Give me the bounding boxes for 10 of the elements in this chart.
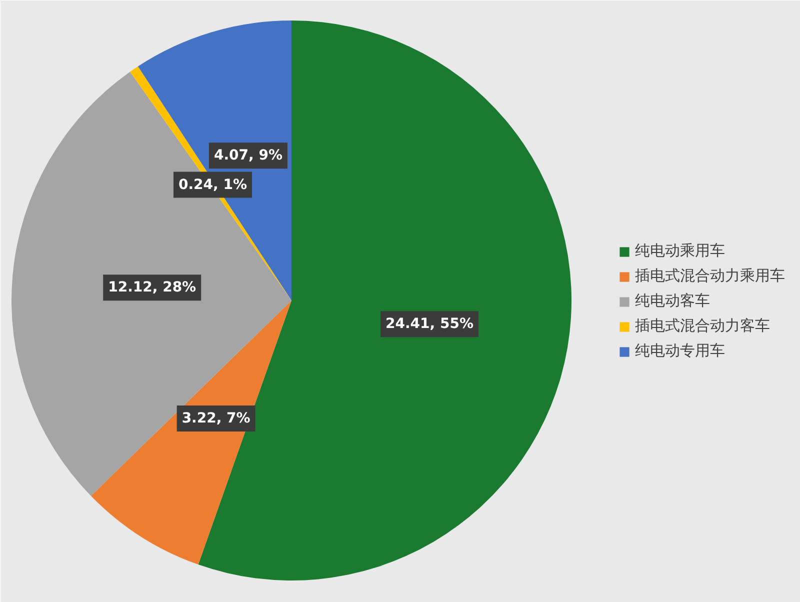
data-label: 24.41, 55% — [385, 316, 474, 332]
data-label: 4.07, 9% — [214, 148, 282, 164]
data-label: 12.12, 28% — [108, 280, 196, 296]
legend-label: 纯电动客车 — [635, 292, 710, 310]
data-label: 3.22, 7% — [182, 410, 250, 426]
data-label: 0.24, 1% — [178, 176, 247, 193]
legend-label: 插电式混合动力客车 — [635, 316, 770, 336]
legend-label: 纯电动专用车 — [635, 342, 725, 360]
legend-label: 插电式混合动力乘用车 — [635, 266, 785, 286]
legend-label: 纯电动乘用车 — [635, 242, 725, 260]
